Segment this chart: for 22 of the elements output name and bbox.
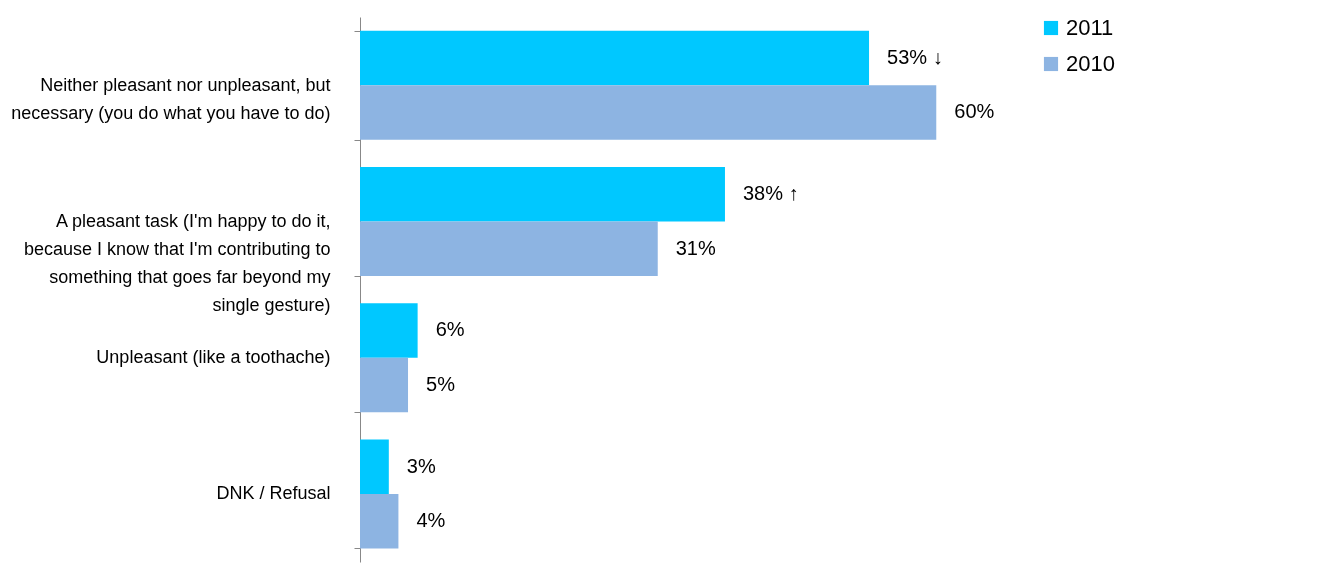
data-label: 38% ↑ <box>742 182 799 205</box>
data-label: 31% <box>675 236 716 259</box>
y-tick-label: Neither pleasant nor unpleasant, but necessary (you do what you have to do) <box>11 74 331 123</box>
data-label: 6% <box>435 318 465 341</box>
bar <box>360 493 399 549</box>
bar <box>360 303 418 358</box>
bar <box>360 357 409 413</box>
data-label: 5% <box>426 372 456 395</box>
y-tick-label: A pleasant task (I'm happy to do it, because I know that I'm contributing to something that goes far beyond my single gesture) <box>23 210 331 315</box>
bar <box>360 166 725 222</box>
data-label: 60% <box>954 100 995 123</box>
data-label: 3% <box>406 454 436 477</box>
data-label: 4% <box>416 509 446 532</box>
bar <box>360 85 937 140</box>
bar <box>360 221 658 276</box>
bar <box>360 30 870 86</box>
y-tick-label: DNK / Refusal <box>216 483 331 504</box>
data-label: 53% ↓ <box>887 45 943 68</box>
y-tick-label: Unpleasant (like a toothache) <box>96 347 331 368</box>
legend-label: 2011 <box>1066 15 1114 40</box>
bar <box>360 439 389 494</box>
legend-label: 2010 <box>1066 51 1115 76</box>
